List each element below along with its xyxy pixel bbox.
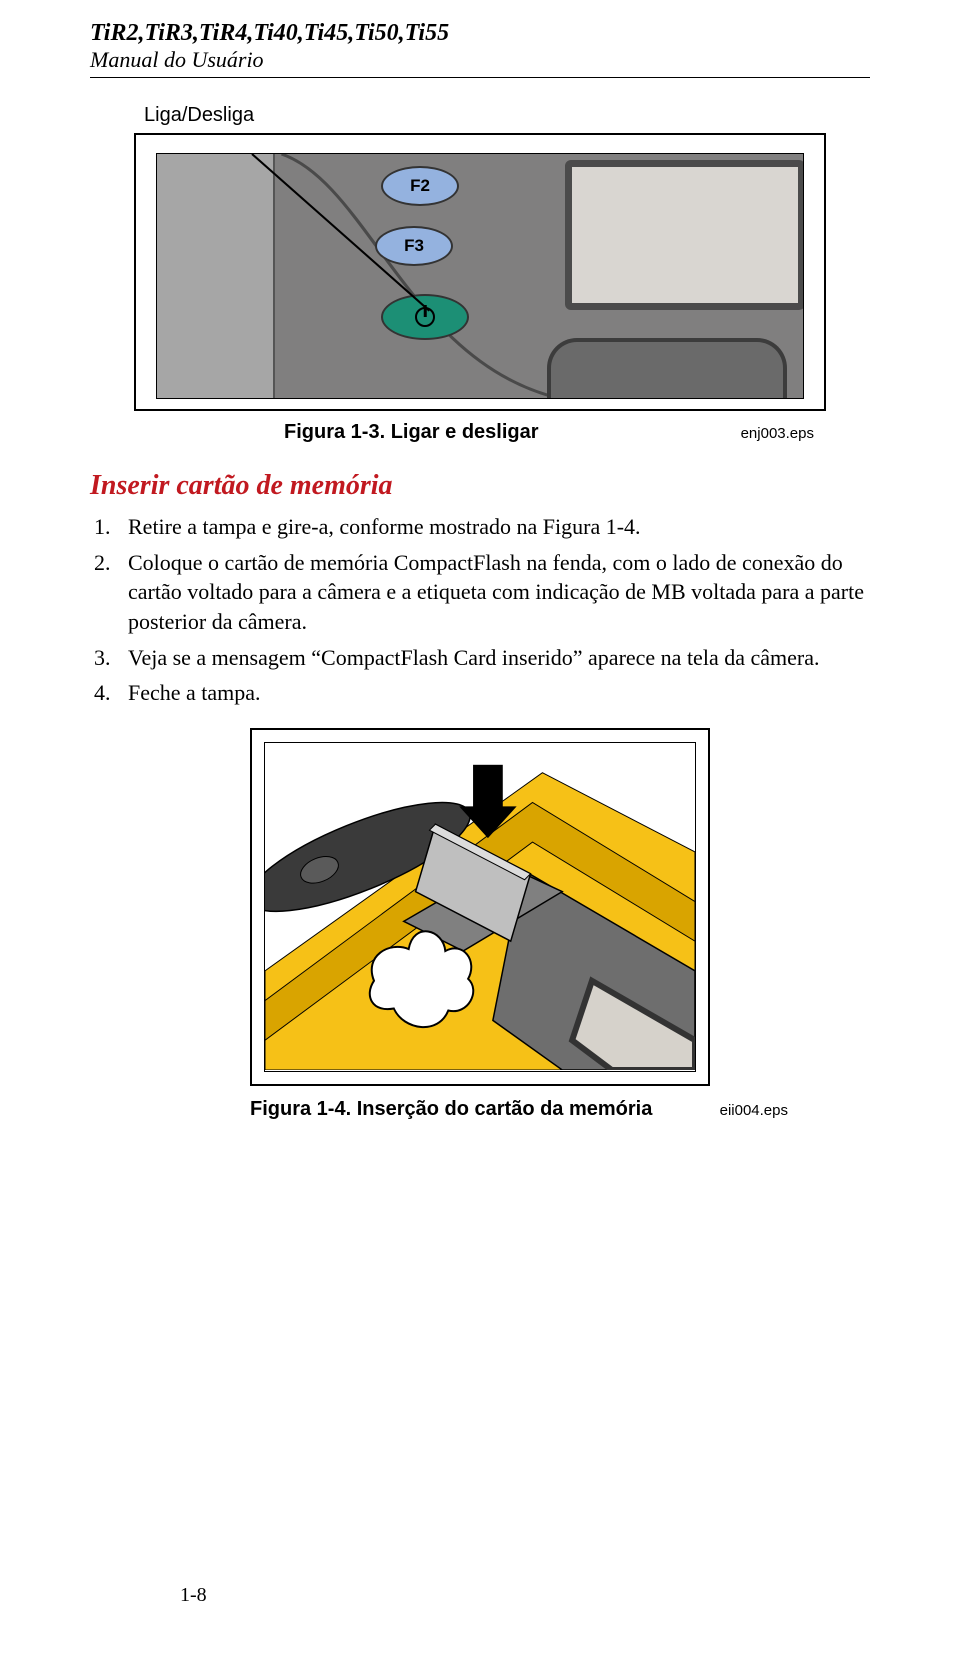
page-number: 1-8 xyxy=(180,1584,207,1607)
step-number: 1. xyxy=(94,512,128,542)
step-number: 2. xyxy=(94,548,128,637)
f2-label: F2 xyxy=(410,176,430,196)
figure-1-illustration: F2 F3 xyxy=(156,153,804,399)
figure-1-outer-frame: F2 F3 xyxy=(134,133,826,411)
figure-2-outer-frame xyxy=(250,728,710,1086)
device-screen xyxy=(565,160,804,310)
figure-2-illustration xyxy=(264,742,696,1072)
steps-list: 1. Retire a tampa e gire-a, conforme mos… xyxy=(94,512,870,708)
step-text: Veja se a mensagem “CompactFlash Card in… xyxy=(128,643,819,673)
power-button xyxy=(381,294,469,340)
f2-button: F2 xyxy=(381,166,459,206)
step-number: 4. xyxy=(94,678,128,708)
figure-1-callout-label: Liga/Desliga xyxy=(144,104,826,127)
step-text: Coloque o cartão de memória CompactFlash… xyxy=(128,548,870,637)
figure-1-caption: Figura 1-3. Ligar e desligar xyxy=(284,421,539,444)
step-item: 3. Veja se a mensagem “CompactFlash Card… xyxy=(94,643,870,673)
step-item: 2. Coloque o cartão de memória CompactFl… xyxy=(94,548,870,637)
figure-1-eps: enj003.eps xyxy=(741,425,814,442)
header-rule xyxy=(90,77,870,78)
figure-2-eps: eii004.eps xyxy=(720,1102,788,1119)
section-title: Inserir cartão de memória xyxy=(90,470,870,502)
figure-1-container: Liga/Desliga F2 F3 Figura 1-3. Ligar e d… xyxy=(134,104,826,444)
doc-models-title: TiR2,TiR3,TiR4,Ti40,Ti45,Ti50,Ti55 xyxy=(90,20,870,47)
figure-2-caption-row: Figura 1-4. Inserção do cartão da memóri… xyxy=(160,1098,800,1121)
power-icon xyxy=(415,307,435,327)
step-item: 1. Retire a tampa e gire-a, conforme mos… xyxy=(94,512,870,542)
f3-button: F3 xyxy=(375,226,453,266)
step-text: Feche a tampa. xyxy=(128,678,261,708)
device-slot xyxy=(547,338,787,398)
step-item: 4. Feche a tampa. xyxy=(94,678,870,708)
figure-2-caption: Figura 1-4. Inserção do cartão da memóri… xyxy=(250,1098,652,1121)
figure-1-caption-row: Figura 1-3. Ligar e desligar enj003.eps xyxy=(134,421,826,444)
step-text: Retire a tampa e gire-a, conforme mostra… xyxy=(128,512,641,542)
figure-2-svg xyxy=(265,743,695,1070)
step-number: 3. xyxy=(94,643,128,673)
doc-subtitle: Manual do Usuário xyxy=(90,47,870,73)
f3-label: F3 xyxy=(404,236,424,256)
